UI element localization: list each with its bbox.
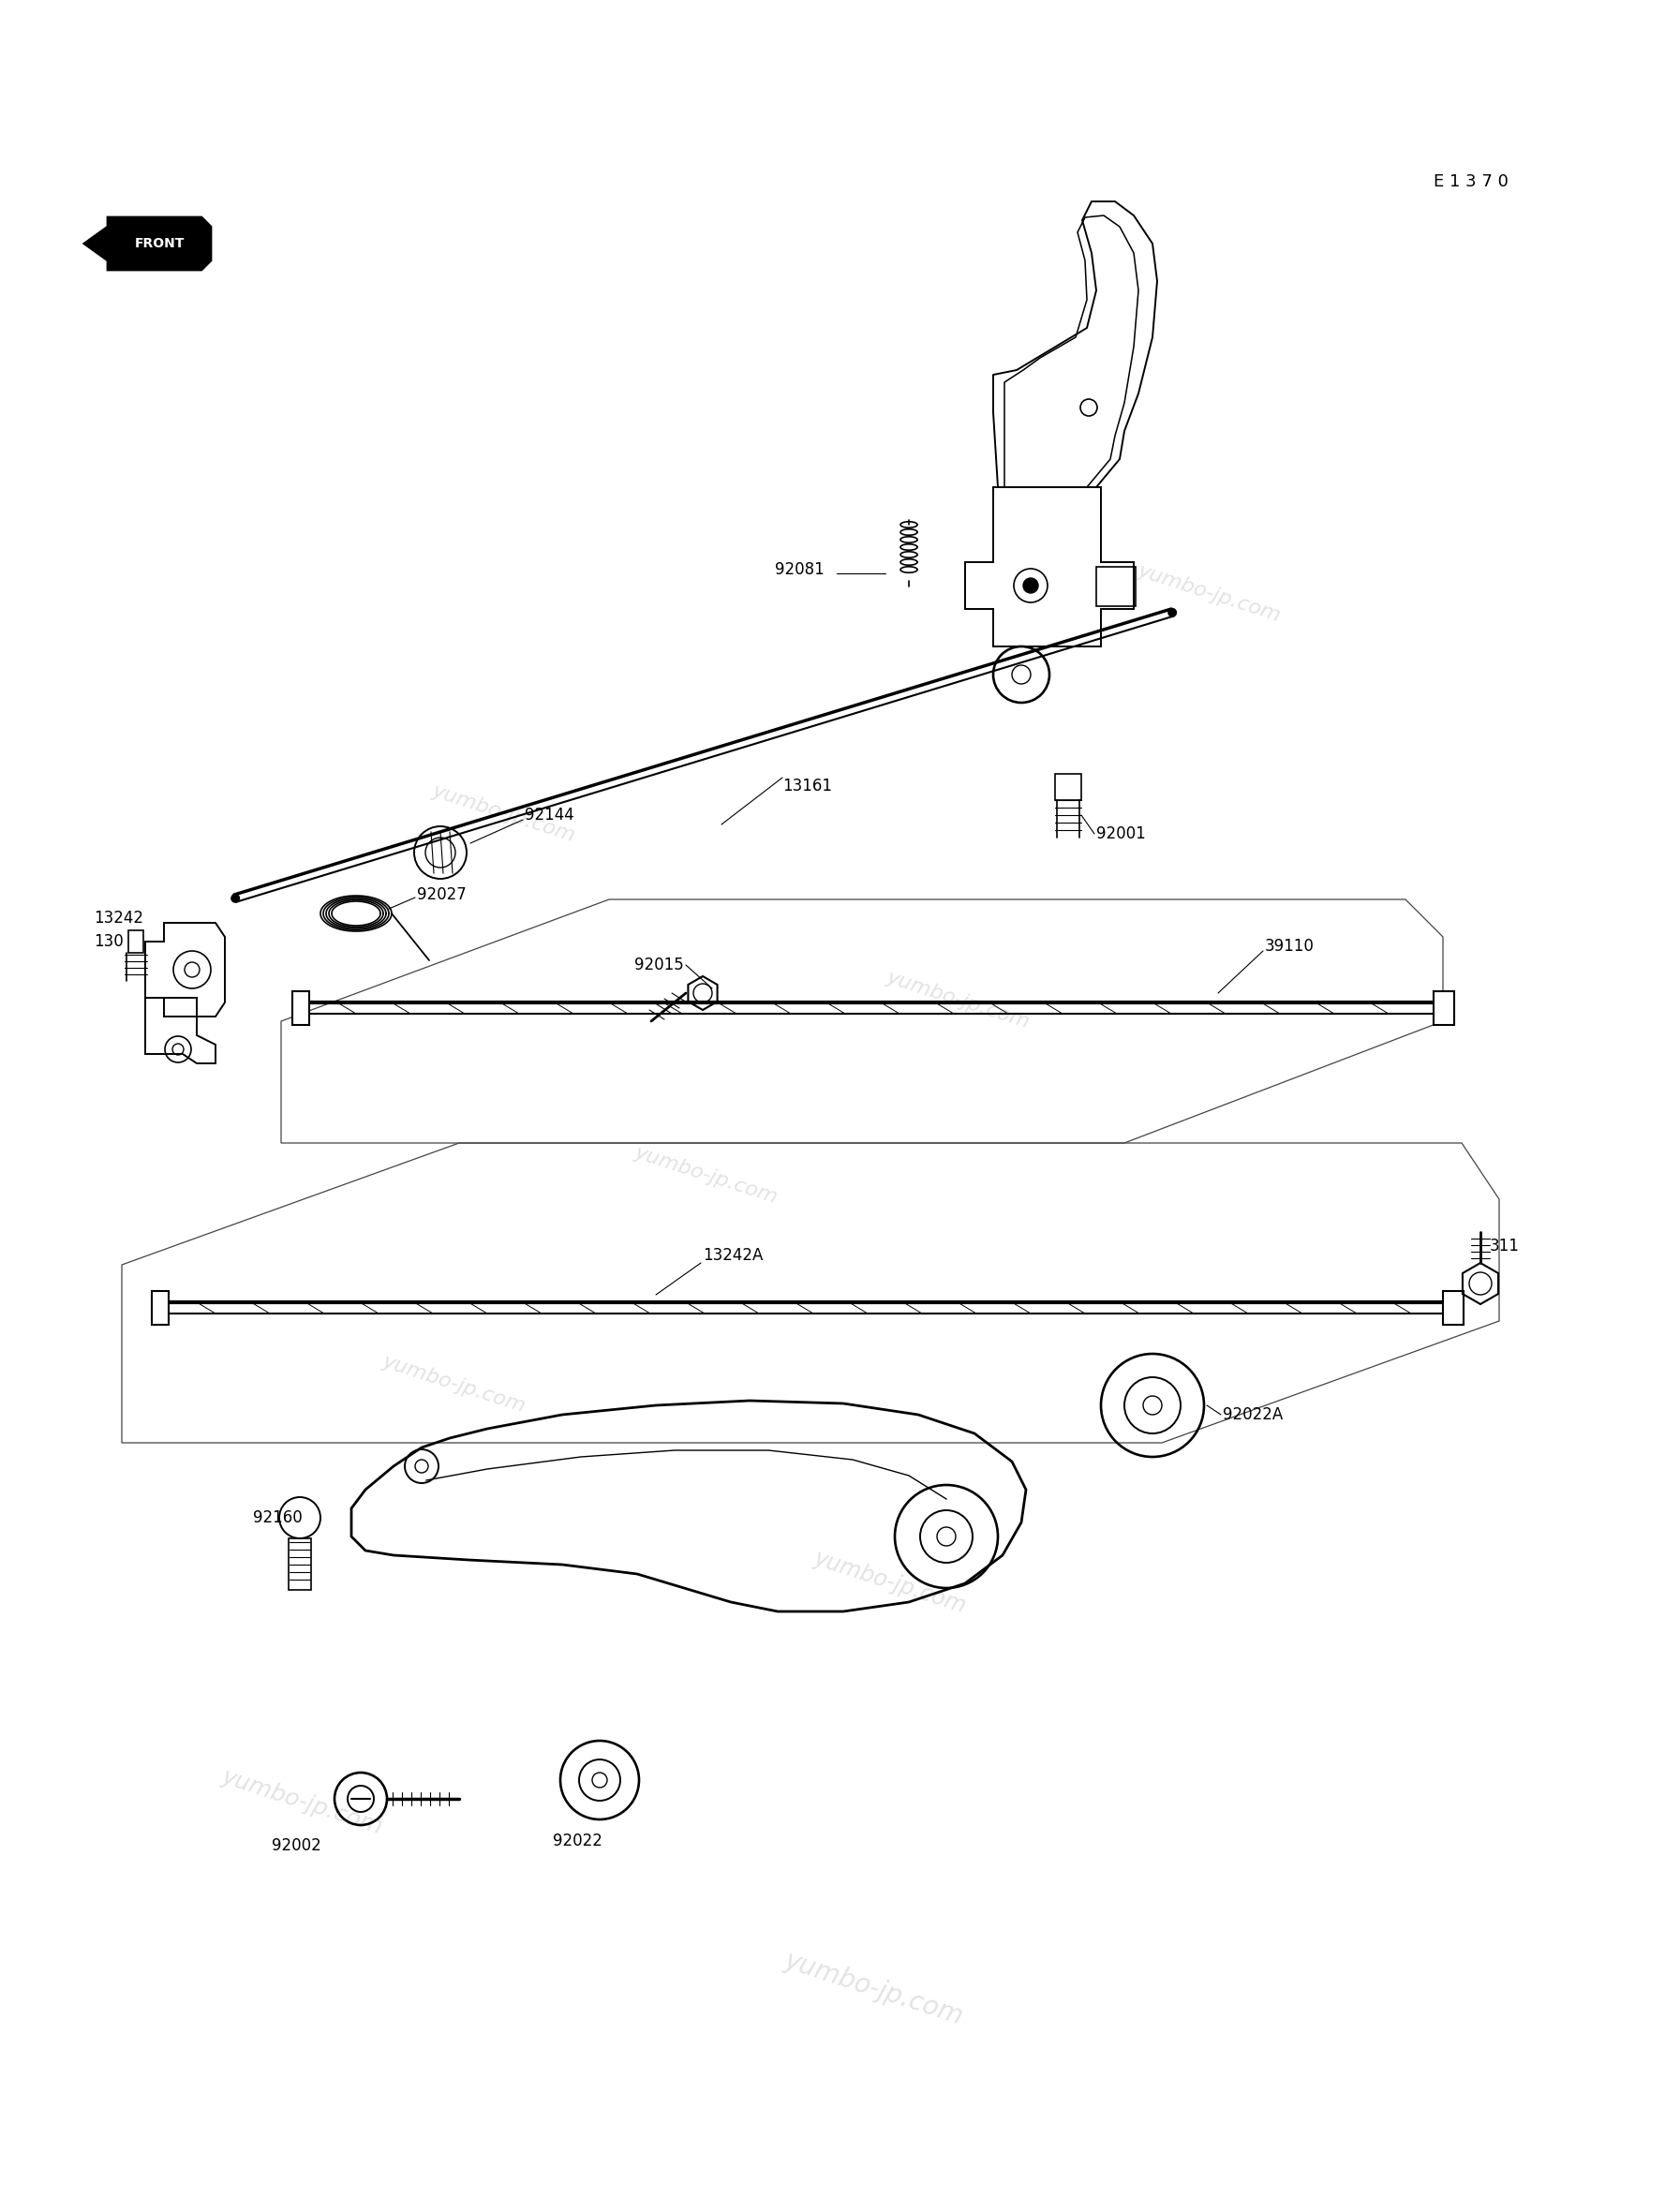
Text: 92015: 92015 [635,956,684,973]
Text: 92144: 92144 [524,806,575,824]
Text: yumbo-jp.com: yumbo-jp.com [811,1547,969,1617]
Text: yumbo-jp.com: yumbo-jp.com [1136,560,1284,626]
Text: E 1 3 7 0: E 1 3 7 0 [1433,174,1509,191]
Text: yumbo-jp.com: yumbo-jp.com [380,1351,528,1417]
Text: yumbo-jp.com: yumbo-jp.com [884,967,1032,1033]
Text: 130: 130 [94,934,123,949]
Bar [151,1292,168,1325]
Text: 92001: 92001 [1097,826,1146,841]
Text: 92027: 92027 [417,885,467,903]
Bar [1443,1292,1463,1325]
Text: 13242A: 13242A [702,1248,763,1263]
Text: 92160: 92160 [254,1509,302,1527]
Text: yumbo-jp.com: yumbo-jp.com [430,780,578,846]
Text: yumbo-jp.com: yumbo-jp.com [218,1764,386,1839]
Text: yumbo-jp.com: yumbo-jp.com [781,1947,966,2030]
Text: 311: 311 [1490,1237,1520,1254]
Text: 92081: 92081 [774,560,825,578]
Bar [1433,991,1455,1026]
Bar [289,1538,311,1591]
Circle shape [1023,578,1038,593]
Circle shape [1169,609,1176,617]
Bar [1055,773,1082,800]
Text: 13242: 13242 [94,910,143,927]
Text: 92022: 92022 [553,1832,603,1850]
Polygon shape [84,218,210,270]
Text: yumbo-jp.com: yumbo-jp.com [632,1142,780,1208]
Bar [292,991,309,1026]
Text: FRONT: FRONT [134,237,185,250]
Circle shape [232,894,239,903]
Text: 92002: 92002 [272,1837,321,1854]
Text: 92022A: 92022A [1223,1406,1284,1424]
Bar [128,929,143,953]
Text: 13161: 13161 [783,778,832,795]
Bar [1097,567,1136,606]
Text: 39110: 39110 [1265,938,1314,956]
